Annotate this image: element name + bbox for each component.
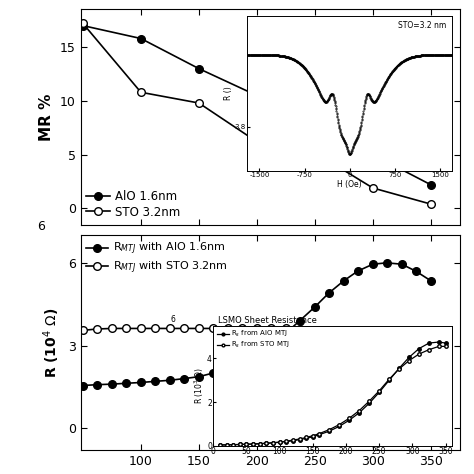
R$_{MTJ}$ with AlO 1.6nm <box>268 341 273 347</box>
R$_{MTJ}$ with STO 3.2nm <box>399 373 405 379</box>
R$_{MTJ}$ with STO 3.2nm <box>109 326 115 331</box>
R$_{MTJ}$ with STO 3.2nm <box>225 326 231 331</box>
R$_{MTJ}$ with STO 3.2nm <box>355 345 361 351</box>
AlO 1.6nm <box>370 152 376 157</box>
R$_{MTJ}$ with STO 3.2nm <box>196 326 202 331</box>
R$_{MTJ}$ with STO 3.2nm <box>312 328 318 334</box>
R$_{MTJ}$ with STO 3.2nm <box>123 326 128 331</box>
R$_{MTJ}$ with AlO 1.6nm <box>123 381 128 386</box>
R$_{MTJ}$ with STO 3.2nm <box>268 326 273 331</box>
AlO 1.6nm <box>428 182 434 188</box>
R$_{MTJ}$ with STO 3.2nm <box>152 326 158 331</box>
R$_{MTJ}$ with AlO 1.6nm <box>355 268 361 274</box>
R$_{MTJ}$ with AlO 1.6nm <box>326 290 332 296</box>
R$_{MTJ}$ with STO 3.2nm <box>283 326 289 331</box>
R$_{MTJ}$ with STO 3.2nm <box>341 338 346 344</box>
Line: AlO 1.6nm: AlO 1.6nm <box>79 22 435 189</box>
R$_{MTJ}$ with STO 3.2nm <box>254 326 260 331</box>
R$_{MTJ}$ with STO 3.2nm <box>326 332 332 338</box>
R$_{MTJ}$ with AlO 1.6nm <box>370 261 376 267</box>
AlO 1.6nm <box>80 23 86 28</box>
R$_{MTJ}$ with AlO 1.6nm <box>413 268 419 274</box>
Legend: AlO 1.6nm, STO 3.2nm: AlO 1.6nm, STO 3.2nm <box>86 190 180 219</box>
AlO 1.6nm <box>254 92 260 98</box>
R$_{MTJ}$ with AlO 1.6nm <box>138 380 144 385</box>
Y-axis label: MR %: MR % <box>39 93 55 141</box>
R$_{MTJ}$ with AlO 1.6nm <box>239 359 245 365</box>
R$_{MTJ}$ with STO 3.2nm <box>210 326 216 331</box>
R$_{MTJ}$ with STO 3.2nm <box>384 364 390 369</box>
R$_{MTJ}$ with AlO 1.6nm <box>297 318 302 324</box>
R$_{MTJ}$ with AlO 1.6nm <box>181 376 187 382</box>
R$_{MTJ}$ with AlO 1.6nm <box>283 330 289 336</box>
R$_{MTJ}$ with AlO 1.6nm <box>94 382 100 388</box>
R$_{MTJ}$ with STO 3.2nm <box>297 326 302 332</box>
Text: 6: 6 <box>37 220 45 233</box>
R$_{MTJ}$ with STO 3.2nm <box>413 381 419 387</box>
R$_{MTJ}$ with AlO 1.6nm <box>80 383 86 388</box>
STO 3.2nm <box>254 139 260 145</box>
R$_{MTJ}$ with AlO 1.6nm <box>167 377 173 383</box>
R$_{MTJ}$ with AlO 1.6nm <box>254 350 260 356</box>
R$_{MTJ}$ with STO 3.2nm <box>80 328 86 333</box>
Y-axis label: R (10$^4$ $\Omega$): R (10$^4$ $\Omega$) <box>42 308 62 378</box>
Legend: R$_{MTJ}$ with AlO 1.6nm, R$_{MTJ}$ with STO 3.2nm: R$_{MTJ}$ with AlO 1.6nm, R$_{MTJ}$ with… <box>86 241 228 276</box>
R$_{MTJ}$ with AlO 1.6nm <box>109 381 115 387</box>
R$_{MTJ}$ with AlO 1.6nm <box>399 261 405 267</box>
R$_{MTJ}$ with STO 3.2nm <box>167 326 173 331</box>
R$_{MTJ}$ with AlO 1.6nm <box>312 304 318 310</box>
R$_{MTJ}$ with STO 3.2nm <box>239 326 245 331</box>
R$_{MTJ}$ with STO 3.2nm <box>370 354 376 359</box>
Line: STO 3.2nm: STO 3.2nm <box>79 19 435 208</box>
STO 3.2nm <box>370 185 376 191</box>
AlO 1.6nm <box>196 66 202 72</box>
R$_{MTJ}$ with AlO 1.6nm <box>428 278 434 283</box>
R$_{MTJ}$ with AlO 1.6nm <box>152 379 158 384</box>
Line: R$_{MTJ}$ with STO 3.2nm: R$_{MTJ}$ with STO 3.2nm <box>79 325 435 395</box>
R$_{MTJ}$ with STO 3.2nm <box>94 326 100 332</box>
R$_{MTJ}$ with STO 3.2nm <box>428 388 434 394</box>
R$_{MTJ}$ with AlO 1.6nm <box>210 370 216 376</box>
R$_{MTJ}$ with AlO 1.6nm <box>341 278 346 283</box>
R$_{MTJ}$ with AlO 1.6nm <box>196 374 202 380</box>
STO 3.2nm <box>428 201 434 207</box>
R$_{MTJ}$ with AlO 1.6nm <box>384 260 390 266</box>
AlO 1.6nm <box>138 36 144 41</box>
STO 3.2nm <box>196 100 202 106</box>
R$_{MTJ}$ with STO 3.2nm <box>181 326 187 331</box>
Line: R$_{MTJ}$ with AlO 1.6nm: R$_{MTJ}$ with AlO 1.6nm <box>79 259 435 389</box>
STO 3.2nm <box>138 90 144 95</box>
R$_{MTJ}$ with STO 3.2nm <box>138 326 144 331</box>
R$_{MTJ}$ with AlO 1.6nm <box>225 365 231 371</box>
STO 3.2nm <box>80 20 86 26</box>
STO 3.2nm <box>312 150 318 155</box>
AlO 1.6nm <box>312 119 318 125</box>
